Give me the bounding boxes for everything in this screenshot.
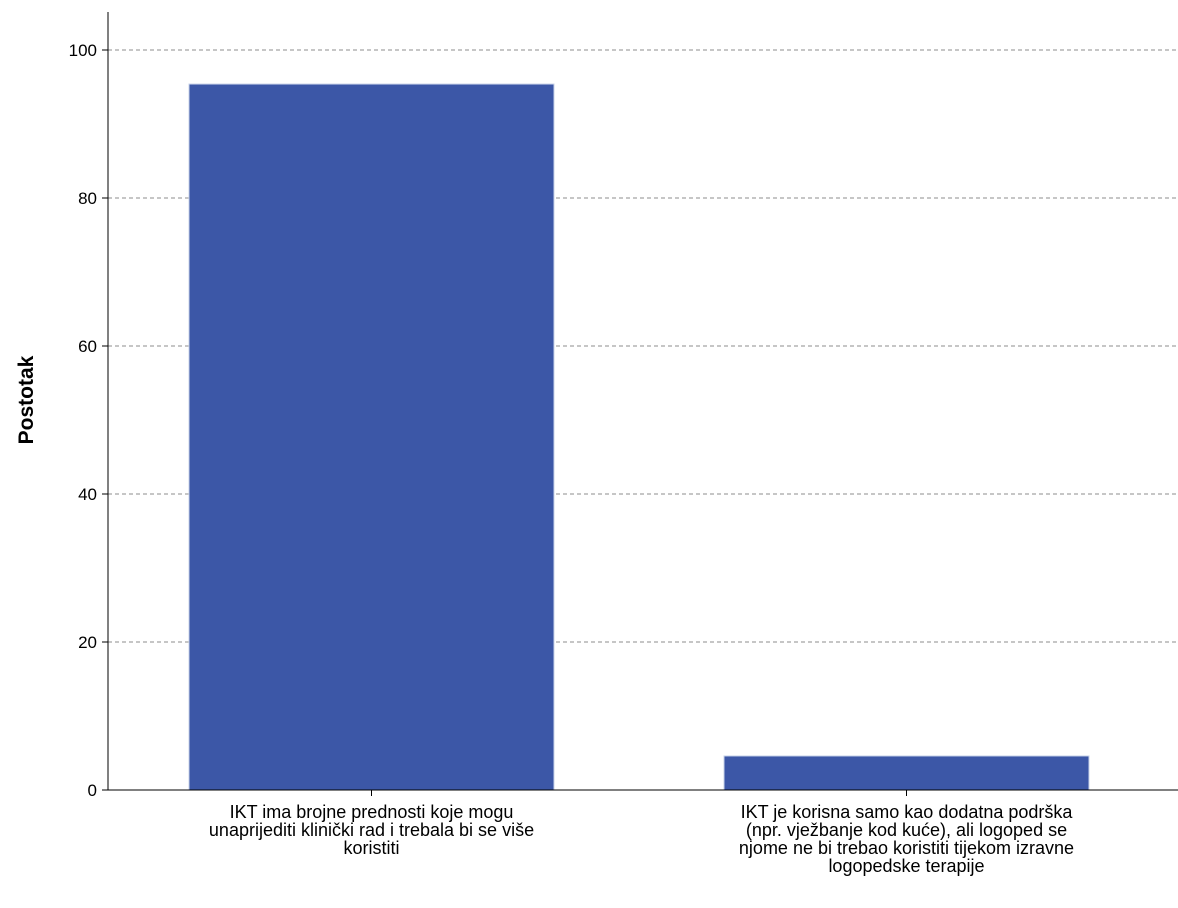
x-category-label-1: IKT je korisna samo kao dodatna podrška(…: [739, 802, 1074, 876]
y-tick-label-5: 100: [69, 41, 97, 60]
x-category-label-0: IKT ima brojne prednosti koje mogu unapri…: [209, 802, 534, 858]
y-tick-label-4: 80: [78, 189, 97, 208]
bars: [188, 83, 1090, 791]
bar-1: [723, 755, 1090, 791]
y-tick-label-0: 0: [88, 781, 97, 800]
y-tick-label-3: 60: [78, 337, 97, 356]
bar-0: [188, 83, 555, 791]
y-tick-label-1: 20: [78, 633, 97, 652]
axes: 0 20 40 60 80 100 IKT ima brojne prednosti koj…: [69, 12, 1178, 876]
y-axis-label: Postotak: [15, 355, 38, 444]
y-tick-label-2: 40: [78, 485, 97, 504]
